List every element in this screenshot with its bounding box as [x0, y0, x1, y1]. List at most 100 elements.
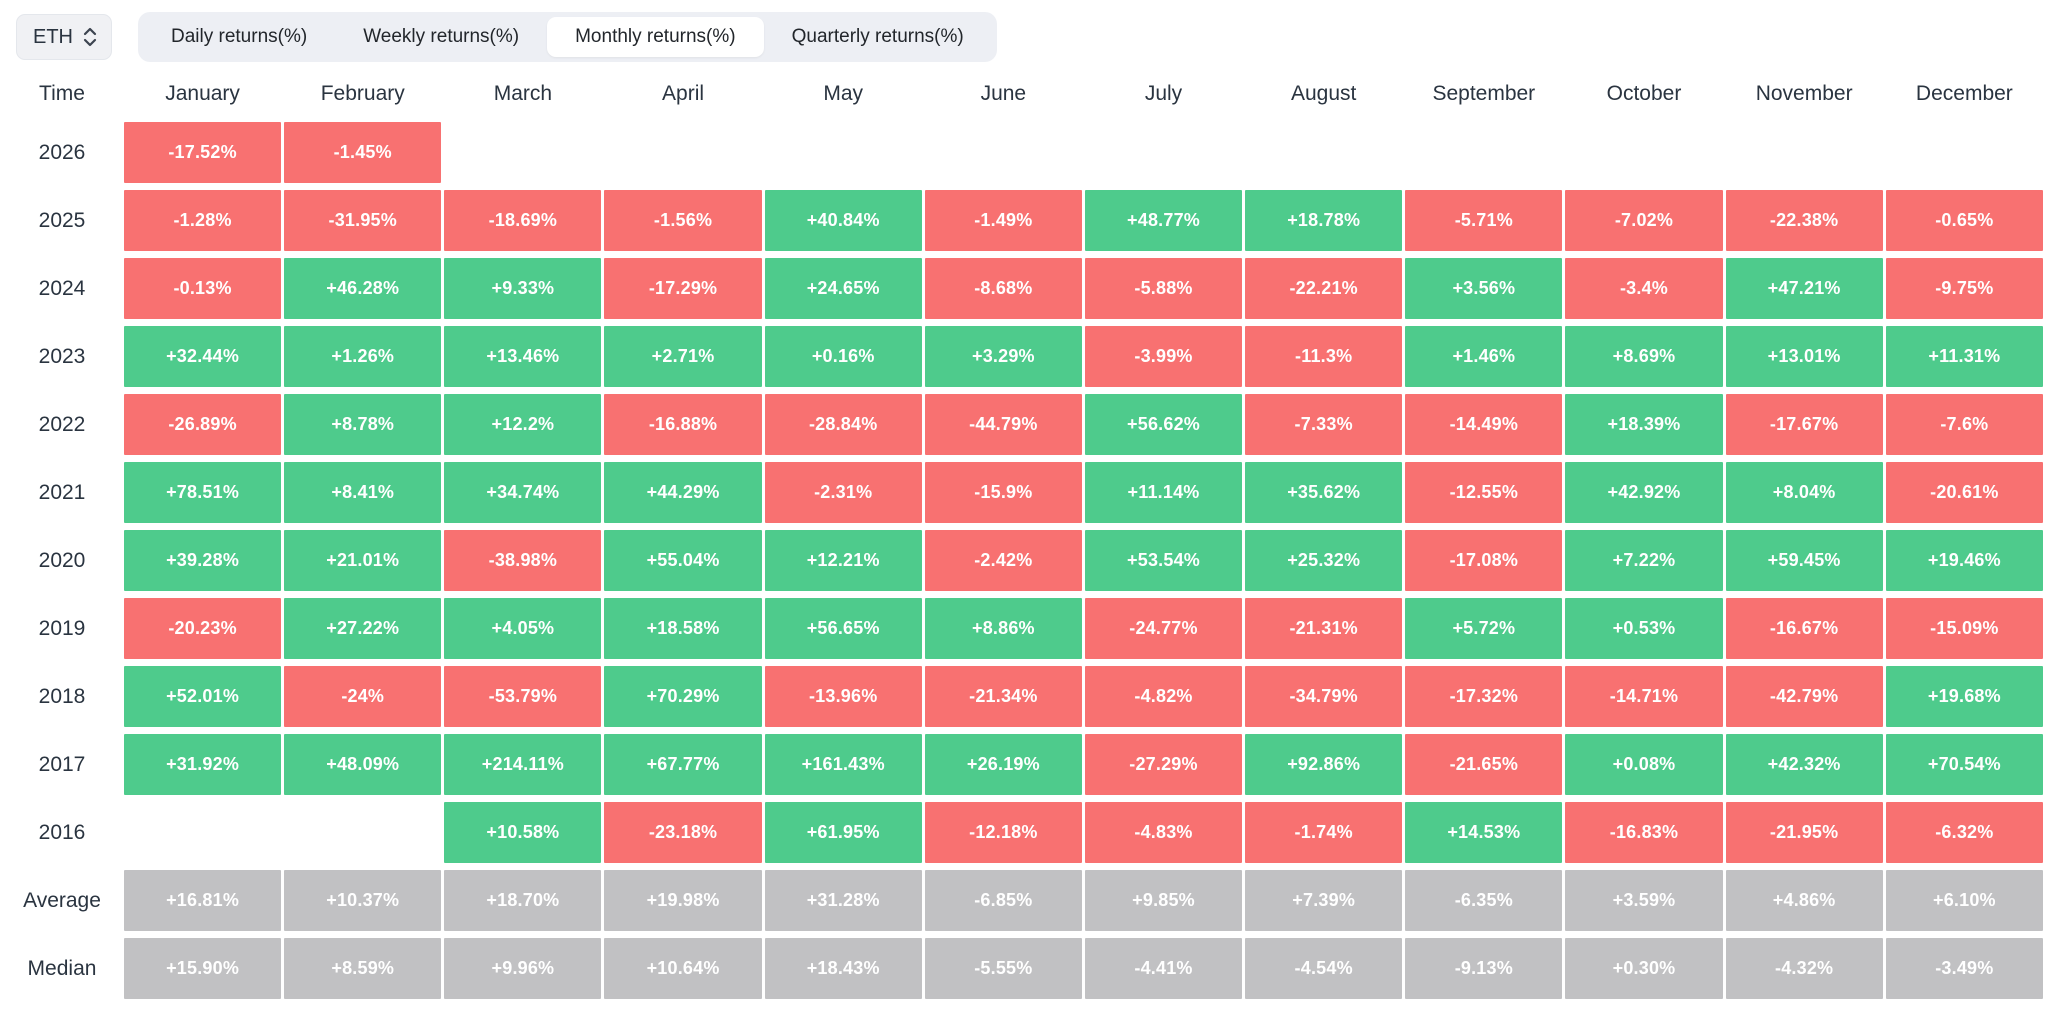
return-cell: +6.10%	[1885, 870, 2043, 931]
return-cell: +59.45%	[1725, 530, 1883, 591]
return-cell: +16.81%	[124, 870, 282, 931]
empty-cell	[124, 802, 281, 863]
month-column-header: December	[1915, 82, 2013, 105]
table-row: 2023 +32.44% +1.26% +13.46% +2.71% +0.16% +3.2…	[3, 326, 2043, 387]
return-cell: +78.51%	[124, 462, 282, 523]
symbol-select[interactable]: ETH	[16, 14, 112, 60]
return-cell: +214.11%	[444, 734, 602, 795]
month-column-header: March	[493, 82, 553, 105]
empty-cell	[765, 122, 922, 183]
month-column-header: February	[320, 82, 405, 105]
return-cell: +10.37%	[284, 870, 442, 931]
time-column-header: Time	[39, 82, 85, 105]
row-label: 2024	[38, 276, 86, 300]
return-cell: +46.28%	[284, 258, 442, 319]
return-cell: -12.55%	[1405, 462, 1563, 523]
top-bar: ETH Daily returns(%) Weekly returns(%) Mon…	[0, 0, 2048, 64]
empty-cell	[284, 802, 441, 863]
month-column-header: August	[1290, 82, 1357, 105]
return-cell: +3.56%	[1405, 258, 1563, 319]
return-cell: +7.22%	[1565, 530, 1723, 591]
empty-cell	[925, 122, 1082, 183]
return-cell: -21.34%	[924, 666, 1082, 727]
return-cell: +18.43%	[764, 938, 922, 999]
return-cell: -4.32%	[1725, 938, 1883, 999]
return-cell: +18.39%	[1565, 394, 1723, 455]
return-cell: -28.84%	[764, 394, 922, 455]
tab-monthly[interactable]: Monthly returns(%)	[547, 17, 764, 57]
return-cell: -31.95%	[284, 190, 442, 251]
symbol-label: ETH	[33, 25, 73, 48]
month-column-header: October	[1606, 82, 1682, 105]
return-cell: -4.54%	[1245, 938, 1403, 999]
return-cell: -3.4%	[1565, 258, 1723, 319]
return-cell: +21.01%	[284, 530, 442, 591]
return-cell: -9.13%	[1405, 938, 1563, 999]
month-column-header: May	[823, 82, 864, 105]
return-cell: -15.09%	[1885, 598, 2043, 659]
row-label: Average	[23, 888, 101, 912]
return-cell: +10.58%	[444, 802, 602, 863]
return-cell: -3.49%	[1885, 938, 2043, 999]
return-cell: +10.64%	[604, 938, 762, 999]
return-cell: +11.31%	[1885, 326, 2043, 387]
return-cell: -4.41%	[1084, 938, 1243, 999]
table-row: Median +15.90% +8.59% +9.96% +10.64% +18.43% -…	[3, 938, 2043, 999]
return-cell: -17.67%	[1725, 394, 1883, 455]
return-cell: +19.46%	[1885, 530, 2043, 591]
return-cell: +8.04%	[1725, 462, 1883, 523]
return-cell: -5.55%	[924, 938, 1082, 999]
return-cell: +19.68%	[1885, 666, 2043, 727]
return-cell: -22.38%	[1725, 190, 1883, 251]
tab-weekly[interactable]: Weekly returns(%)	[363, 26, 520, 47]
month-column-header: July	[1144, 82, 1183, 105]
return-cell: -18.69%	[444, 190, 602, 251]
return-cell: -27.29%	[1084, 734, 1243, 795]
return-cell: +9.33%	[444, 258, 602, 319]
return-cell: +0.16%	[764, 326, 922, 387]
return-cell: -1.49%	[924, 190, 1082, 251]
return-cell: -5.88%	[1084, 258, 1243, 319]
return-cell: +32.44%	[124, 326, 282, 387]
row-label: 2022	[38, 412, 86, 436]
return-cell: +0.53%	[1565, 598, 1723, 659]
empty-cell	[1085, 122, 1242, 183]
return-cell: -16.67%	[1725, 598, 1883, 659]
return-cell: -6.85%	[924, 870, 1082, 931]
return-cell: -17.29%	[604, 258, 762, 319]
tab-daily[interactable]: Daily returns(%)	[171, 26, 308, 47]
return-cell: +48.77%	[1084, 190, 1243, 251]
return-cell: +48.09%	[284, 734, 442, 795]
updown-chevron-icon	[83, 26, 97, 48]
return-cell: +70.29%	[604, 666, 762, 727]
return-cell: +1.46%	[1405, 326, 1563, 387]
row-label: 2017	[38, 752, 86, 776]
return-cell: -6.32%	[1885, 802, 2043, 863]
empty-cell	[1245, 122, 1402, 183]
return-cell: +53.54%	[1084, 530, 1243, 591]
return-cell: +14.53%	[1405, 802, 1563, 863]
table-row: 2020 +39.28% +21.01% -38.98% +55.04% +12.21% -…	[3, 530, 2043, 591]
return-cell: +35.62%	[1245, 462, 1403, 523]
return-cell: -14.49%	[1405, 394, 1563, 455]
return-cell: +39.28%	[124, 530, 282, 591]
return-cell: +12.2%	[444, 394, 602, 455]
return-cell: +8.41%	[284, 462, 442, 523]
return-cell: +1.26%	[284, 326, 442, 387]
return-cell: +55.04%	[604, 530, 762, 591]
return-cell: -1.45%	[284, 122, 442, 183]
return-cell: +3.29%	[924, 326, 1082, 387]
return-cell: +2.71%	[604, 326, 762, 387]
empty-cell	[604, 122, 761, 183]
row-label: 2018	[38, 684, 86, 708]
return-cell: -34.79%	[1245, 666, 1403, 727]
table-row: 2026 -17.52% -1.45%	[3, 122, 2043, 183]
return-cell: -6.35%	[1405, 870, 1563, 931]
empty-cell	[1726, 122, 1883, 183]
empty-cell	[1405, 122, 1562, 183]
return-cell: +42.92%	[1565, 462, 1723, 523]
tab-quarterly[interactable]: Quarterly returns(%)	[791, 26, 964, 47]
table-row: 2025 -1.28% -31.95% -18.69% -1.56% +40.84% -1.…	[3, 190, 2043, 251]
return-cell: -24.77%	[1084, 598, 1243, 659]
